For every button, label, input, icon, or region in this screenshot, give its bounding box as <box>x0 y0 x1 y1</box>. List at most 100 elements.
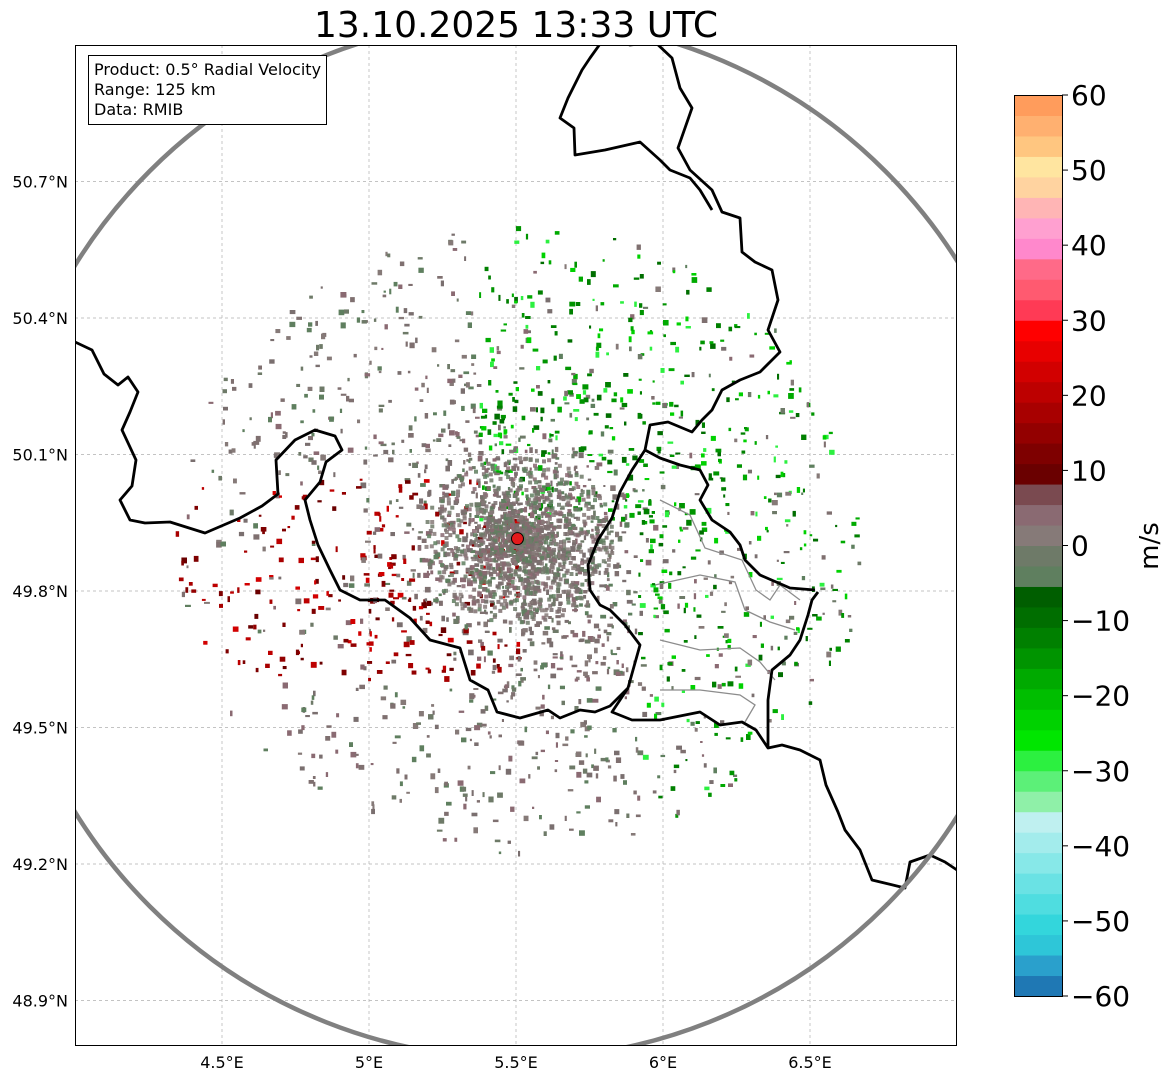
echo-pixel <box>319 394 324 400</box>
echo-pixel <box>539 527 544 532</box>
echo-pixel <box>703 577 708 580</box>
echo-pixel <box>565 736 569 741</box>
echo-pixel <box>311 433 315 437</box>
echo-pixel <box>547 458 552 463</box>
echo-pixel <box>530 407 536 412</box>
echo-pixel <box>497 792 503 798</box>
echo-pixel <box>499 432 503 439</box>
echo-pixel <box>484 599 489 604</box>
echo-pixel <box>475 571 480 576</box>
echo-pixel <box>619 492 625 498</box>
echo-pixel <box>492 698 497 701</box>
colorbar-segments <box>1014 95 1062 997</box>
echo-pixel <box>725 503 730 507</box>
echo-pixel <box>447 378 453 384</box>
echo-pixel <box>781 714 784 720</box>
echo-pixel <box>321 333 326 340</box>
echo-pixel <box>319 479 325 486</box>
echo-pixel <box>412 723 419 729</box>
echo-pixel <box>445 458 449 462</box>
echo-pixel <box>593 510 596 517</box>
echo-pixel <box>622 579 627 583</box>
echo-pixel <box>547 309 553 314</box>
echo-pixel <box>578 699 582 705</box>
echo-pixel <box>447 548 453 551</box>
echo-pixel <box>285 432 288 438</box>
echo-pixel <box>499 441 504 446</box>
echo-pixel <box>607 572 610 578</box>
echo-pixel <box>579 399 585 404</box>
echo-pixel <box>533 567 539 573</box>
echo-pixel <box>631 603 636 606</box>
echo-pixel <box>488 472 493 477</box>
echo-pixel <box>487 533 491 539</box>
echo-pixel <box>620 397 624 403</box>
echo-pixel <box>568 560 573 565</box>
echo-pixel <box>517 592 522 597</box>
echo-pixel <box>544 584 549 589</box>
echo-pixel <box>537 588 542 593</box>
echo-pixel <box>285 473 290 477</box>
echo-pixel <box>570 729 575 734</box>
echo-pixel <box>414 387 419 391</box>
echo-pixel <box>670 786 676 791</box>
echo-pixel <box>424 464 428 470</box>
echo-pixel <box>554 488 559 492</box>
echo-pixel <box>436 438 442 442</box>
echo-pixel <box>603 570 608 575</box>
echo-pixel <box>619 407 625 410</box>
echo-pixel <box>587 548 592 553</box>
echo-pixel <box>496 556 501 561</box>
echo-pixel <box>484 609 487 613</box>
echo-pixel <box>585 394 591 399</box>
echo-pixel <box>303 455 308 459</box>
echo-pixel <box>308 436 313 441</box>
echo-pixel <box>508 585 511 589</box>
echo-pixel <box>338 599 341 602</box>
echo-pixel <box>468 386 474 390</box>
echo-pixel <box>541 450 547 454</box>
echo-pixel <box>714 723 719 728</box>
echo-pixel <box>468 522 471 527</box>
echo-pixel <box>615 343 619 350</box>
echo-pixel <box>567 339 573 343</box>
echo-pixel <box>378 527 384 532</box>
echo-pixel <box>255 435 261 442</box>
echo-pixel <box>580 582 585 587</box>
echo-pixel <box>525 530 530 535</box>
echo-pixel <box>396 622 403 628</box>
echo-pixel <box>485 580 490 585</box>
echo-pixel <box>237 518 241 522</box>
echo-pixel <box>562 562 566 567</box>
colorbar-segment <box>1014 975 1062 997</box>
echo-pixel <box>511 692 516 697</box>
echo-pixel <box>595 773 599 779</box>
echo-pixel <box>578 501 581 506</box>
echo-pixel <box>539 534 544 539</box>
echo-pixel <box>458 374 463 378</box>
echo-pixel <box>535 608 539 613</box>
echo-pixel <box>374 554 379 558</box>
echo-pixel <box>442 517 447 522</box>
echo-pixel <box>485 611 488 615</box>
echo-pixel <box>524 488 529 492</box>
echo-pixel <box>444 676 450 682</box>
echo-pixel <box>476 800 480 803</box>
echo-pixel <box>312 776 316 779</box>
echo-pixel <box>694 579 697 584</box>
echo-pixel <box>597 333 601 339</box>
echo-pixel <box>629 512 635 518</box>
echo-pixel <box>389 589 395 592</box>
echo-pixel <box>677 571 682 576</box>
echo-pixel <box>553 573 558 578</box>
echo-pixel <box>534 449 538 454</box>
echo-pixel <box>605 550 610 555</box>
echo-pixel <box>442 665 447 671</box>
echo-pixel <box>428 565 433 570</box>
echo-pixel <box>597 634 601 639</box>
colorbar-segment <box>1014 852 1062 874</box>
echo-pixel <box>523 329 529 334</box>
echo-pixel <box>554 231 560 235</box>
echo-pixel <box>714 537 719 544</box>
